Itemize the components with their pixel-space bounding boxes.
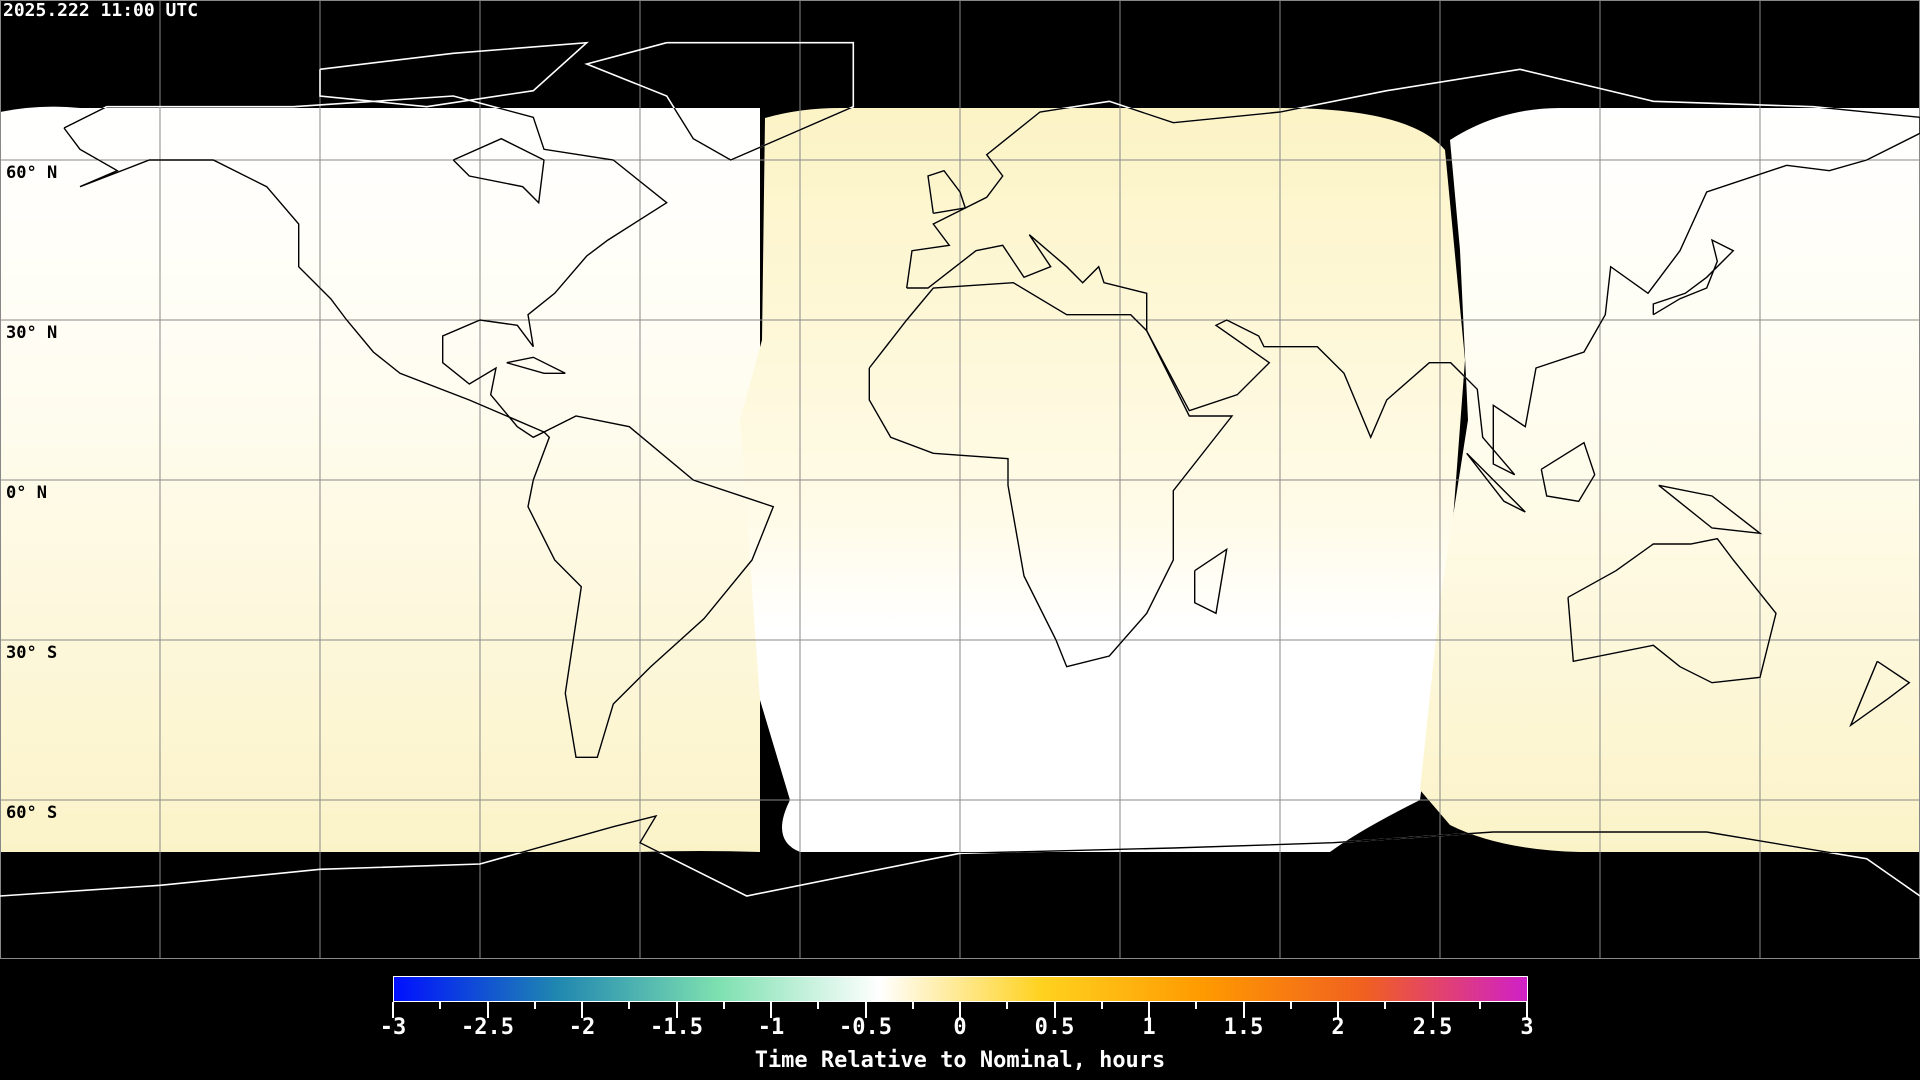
colorbar-tick	[864, 1002, 867, 1018]
coastline-antarctica	[516, 814, 1837, 853]
colorbar-tick	[439, 1002, 442, 1009]
colorbar-tick	[817, 1002, 820, 1009]
colorbar-tick-label: 0.5	[1034, 1015, 1075, 1040]
colorbar-tick-label: -1.5	[650, 1015, 703, 1040]
lat-label-0n: 0° N	[6, 483, 47, 503]
colorbar-tick	[1148, 1002, 1150, 1018]
coastline-greenland	[673, 108, 853, 161]
colorbar-tick	[1337, 1002, 1339, 1018]
colorbar-tick	[911, 1002, 914, 1009]
coastline-borneo	[1540, 441, 1596, 503]
colorbar-tick	[1289, 1002, 1292, 1009]
colorbar-tick	[1384, 1002, 1387, 1009]
coastline-sumatra-borneo	[1466, 452, 1526, 513]
coastline-japan	[1652, 238, 1735, 316]
colorbar-tick-label: 1	[1142, 1015, 1156, 1040]
colorbar-tick	[770, 1002, 772, 1018]
colorbar-tick-label: -1	[757, 1015, 785, 1040]
coastline-britain	[927, 169, 967, 214]
coastline-cuba	[506, 356, 566, 374]
coverage-region-west	[0, 106, 760, 852]
coastlines-over-data	[63, 108, 1920, 853]
colorbar-tick	[1526, 1002, 1528, 1018]
lat-label-60s: 60° S	[6, 803, 58, 823]
coastline-arctic-islands	[319, 41, 589, 108]
colorbar-tick	[486, 1002, 489, 1018]
colorbar-tick-label: -0.5	[839, 1015, 892, 1040]
coastline-australia	[1567, 537, 1777, 684]
colorbar-tick	[1053, 1002, 1056, 1018]
coastline-madagascar	[1193, 547, 1228, 615]
coastline-eurasia	[906, 108, 1920, 476]
colorbar-tick	[392, 1002, 394, 1018]
colorbar	[393, 976, 1528, 1002]
colorbar-tick	[959, 1002, 961, 1018]
coastline-hudson-bay	[452, 137, 545, 205]
colorbar-tick-label: -2	[568, 1015, 596, 1040]
colorbar-tick	[581, 1002, 583, 1018]
lat-label-60n: 60° N	[6, 163, 58, 183]
colorbar-tick	[675, 1002, 678, 1018]
lat-label-30n: 30° N	[6, 323, 58, 343]
colorbar-tick	[1006, 1002, 1009, 1009]
colorbar-tick	[628, 1002, 631, 1009]
colorbar-tick-label: 0	[953, 1015, 967, 1040]
colorbar-tick-label: -3	[379, 1015, 407, 1040]
timestamp-label: 2025.222 11:00 UTC	[3, 0, 199, 21]
colorbar-tick	[533, 1002, 536, 1009]
colorbar-tick-label: 1.5	[1223, 1015, 1264, 1040]
colorbar-tick-label: 3	[1520, 1015, 1534, 1040]
lat-label-30s: 30° S	[6, 643, 58, 663]
coastline-north-america	[63, 108, 668, 439]
coastline-south-america	[527, 415, 775, 758]
colorbar-tick-label: -2.5	[461, 1015, 514, 1040]
coastline-new-guinea	[1658, 484, 1763, 535]
colorbar-tick-label: 2.5	[1412, 1015, 1453, 1040]
world-map	[0, 0, 1920, 960]
colorbar-tick	[1195, 1002, 1198, 1009]
coastline-new-zealand	[1849, 660, 1911, 728]
colorbar-tick	[722, 1002, 725, 1009]
colorbar-title: Time Relative to Nominal, hours	[754, 1048, 1166, 1073]
colorbar-tick-label: 2	[1331, 1015, 1345, 1040]
colorbar-tick	[1100, 1002, 1103, 1009]
coastline-africa	[868, 281, 1234, 668]
colorbar-tick	[1431, 1002, 1434, 1018]
colorbar-tick	[1242, 1002, 1245, 1018]
colorbar-tick	[1478, 1002, 1481, 1009]
